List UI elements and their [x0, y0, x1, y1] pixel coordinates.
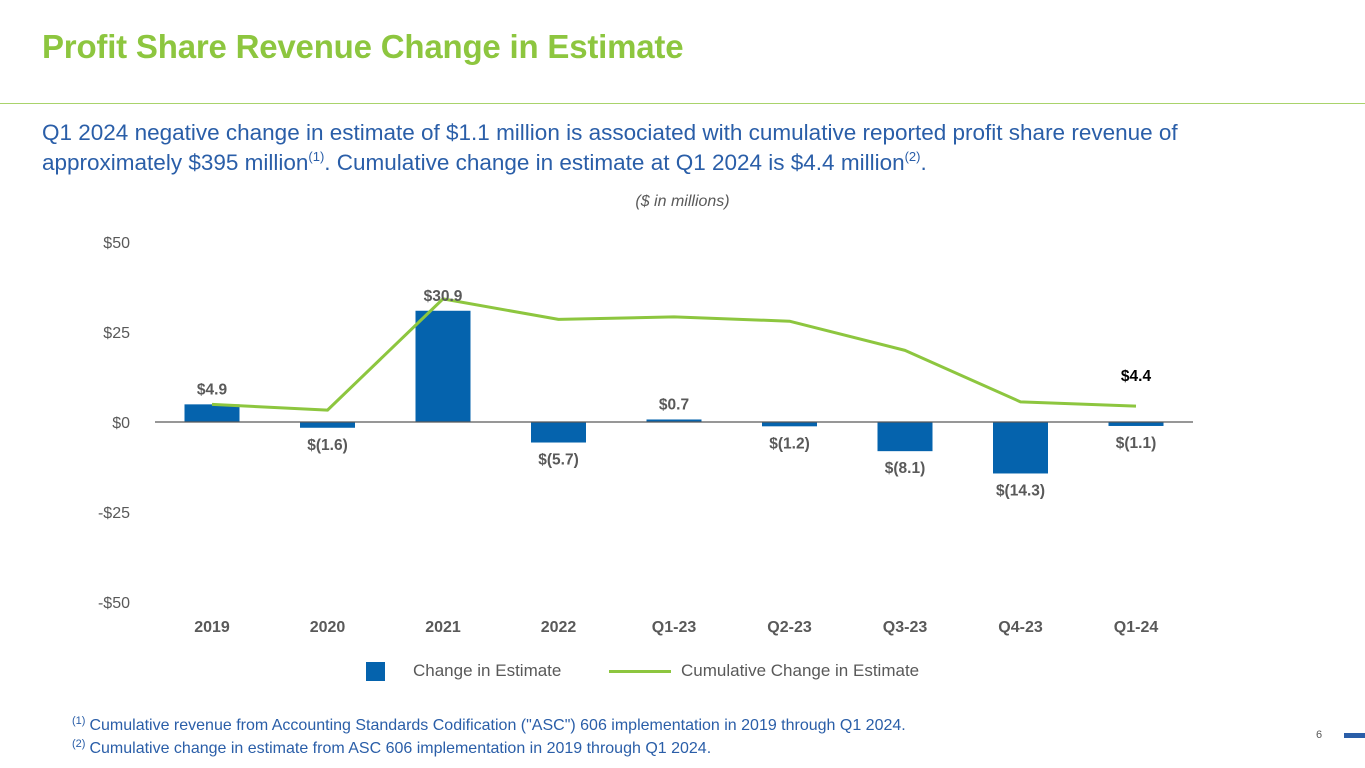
- bar-label-2022: $(5.7): [538, 452, 579, 469]
- bar-label-q1-24: $(1.1): [1116, 435, 1157, 452]
- bar-label-q4-23: $(14.3): [996, 482, 1045, 499]
- x-axis: 2019 2020 2021 2022 Q1-23 Q2-23 Q3-23 Q4-23 Q1-2…: [194, 619, 1158, 636]
- x-tick-label: 2020: [310, 619, 346, 636]
- cumulative-line-series: $4.4: [211, 297, 1152, 412]
- x-tick-label: Q1-23: [652, 619, 697, 636]
- footnote-2: (2) Cumulative change in estimate from AS…: [72, 737, 906, 760]
- units-note: ($ in millions): [635, 193, 730, 210]
- x-tick-label: Q4-23: [998, 619, 1043, 636]
- y-axis: $50 $25 $0 -$25 -$50: [98, 235, 130, 612]
- y-tick-label: $50: [103, 235, 130, 252]
- x-tick-label: 2022: [541, 619, 577, 636]
- legend-item-cumulative: Cumulative Change in Estimate: [609, 661, 919, 681]
- y-tick-label: -$50: [98, 595, 130, 612]
- bar-label-2021: $30.9: [424, 288, 463, 305]
- bar-q3-23: [877, 422, 933, 452]
- title-divider: [0, 103, 1365, 104]
- x-tick-label: Q3-23: [883, 619, 928, 636]
- subtitle-text-3: .: [920, 150, 927, 175]
- bar-data-labels: $4.9 $(1.6) $30.9 $(5.7) $0.7 $(1.2) $(8.1) $(1…: [197, 288, 1156, 500]
- x-tick-label: Q1-24: [1114, 619, 1159, 636]
- legend-line-swatch-icon: [609, 669, 671, 673]
- subtitle-text-2: . Cumulative change in estimate at Q1 20…: [324, 150, 905, 175]
- footnote-text-2: Cumulative change in estimate from ASC 6…: [89, 740, 712, 757]
- slide-title: Profit Share Revenue Change in Estimate: [42, 28, 684, 65]
- y-tick-label: $25: [103, 325, 130, 342]
- footnote-1: (1) Cumulative revenue from Accounting St…: [72, 714, 906, 737]
- footnote-text-1: Cumulative revenue from Accounting Stand…: [89, 717, 906, 734]
- footnotes: (1) Cumulative revenue from Accounting St…: [72, 714, 906, 760]
- bar-label-q1-23: $0.7: [659, 396, 689, 413]
- cumulative-end-label: $4.4: [1121, 368, 1152, 385]
- bar-label-q2-23: $(1.2): [769, 435, 810, 452]
- footnote-marker-2: (2): [72, 738, 86, 750]
- x-tick-label: 2019: [194, 619, 230, 636]
- bar-q4-23: [993, 422, 1048, 474]
- bar-series: [184, 310, 1164, 474]
- bar-label-2020: $(1.6): [307, 437, 348, 454]
- bar-2020: [300, 422, 355, 428]
- bar-q1-24: [1108, 422, 1164, 426]
- chart-legend: Change in Estimate Cumulative Change in …: [0, 661, 1365, 685]
- bar-2019: [184, 404, 240, 422]
- bar-2022: [531, 422, 586, 443]
- footnote-ref-2: (2): [904, 149, 921, 164]
- bar-q2-23: [762, 422, 817, 427]
- bar-q1-23: [646, 419, 702, 422]
- x-tick-label: 2021: [425, 619, 461, 636]
- y-tick-label: $0: [112, 415, 130, 432]
- cumulative-line: [211, 297, 1137, 412]
- legend-label-change: Change in Estimate: [413, 661, 562, 680]
- bar-label-q3-23: $(8.1): [885, 460, 926, 477]
- legend-bar-swatch-icon: [366, 661, 385, 681]
- y-tick-label: -$25: [98, 505, 130, 522]
- bar-label-2019: $4.9: [197, 381, 228, 398]
- footnote-ref-1: (1): [308, 149, 325, 164]
- x-tick-label: Q2-23: [767, 619, 812, 636]
- legend-item-change: Change in Estimate: [366, 661, 561, 681]
- slide-subtitle: Q1 2024 negative change in estimate of $…: [42, 118, 1322, 178]
- footnote-marker-1: (1): [72, 715, 86, 727]
- subtitle-text-1: Q1 2024 negative change in estimate of $…: [42, 120, 1178, 175]
- bar-2021: [415, 310, 471, 422]
- legend-label-cumulative: Cumulative Change in Estimate: [681, 661, 920, 680]
- page-number: 6: [1316, 729, 1323, 741]
- corner-accent-bar: [1344, 733, 1365, 738]
